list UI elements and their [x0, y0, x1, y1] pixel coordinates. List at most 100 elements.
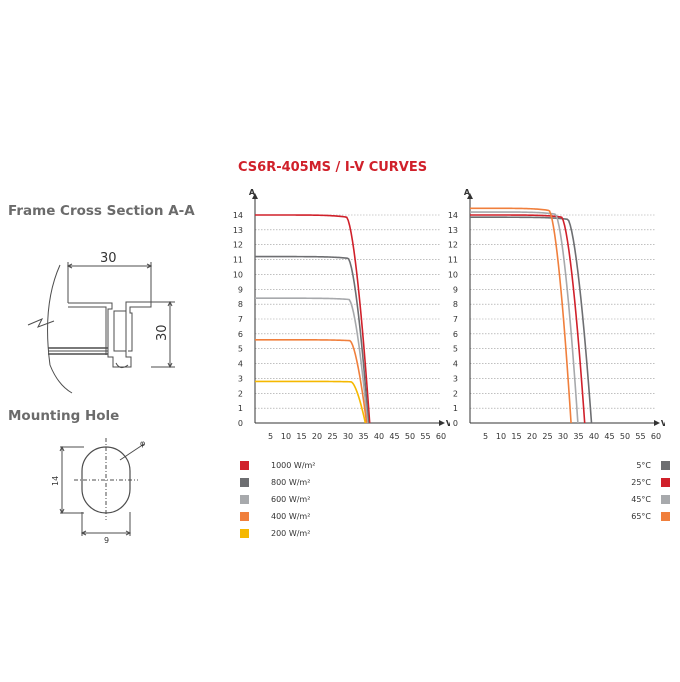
legend-label: 5°C — [636, 461, 651, 470]
legend-label: 1000 W/m² — [271, 461, 316, 470]
legend-item: 25°C — [560, 474, 670, 491]
series-line — [255, 339, 368, 424]
x-tick-label: 25 — [542, 432, 552, 441]
legend-item: 400 W/m² — [240, 508, 360, 525]
series-line — [470, 211, 579, 424]
legend-label: 200 W/m² — [271, 529, 311, 538]
x-tick-label: 15 — [511, 432, 521, 441]
x-tick-label: 55 — [635, 432, 645, 441]
x-tick-label: 55 — [420, 432, 430, 441]
mounting-hole-title: Mounting Hole — [8, 408, 120, 424]
x-axis-arrow — [654, 420, 660, 426]
y-tick-label: 10 — [233, 270, 243, 279]
chart-title: CS6R-405MS / I-V CURVES — [238, 160, 428, 175]
x-axis-label: V — [446, 419, 450, 428]
series-line — [255, 214, 371, 424]
x-axis-arrow — [439, 420, 445, 426]
legend-item: 600 W/m² — [240, 491, 360, 508]
x-tick-label: 5 — [483, 432, 488, 441]
y-tick-label: 2 — [453, 389, 458, 398]
series-line — [255, 380, 367, 424]
y-axis-arrow — [467, 193, 473, 199]
legend-label: 25°C — [631, 478, 651, 487]
legend-temperature: 5°C 25°C 45°C 65°C — [560, 457, 670, 525]
y-axis-arrow — [252, 193, 258, 199]
y-tick-label: 3 — [453, 374, 458, 383]
frame-section-title: Frame Cross Section A-A — [8, 203, 195, 219]
y-tick-label: 5 — [453, 345, 458, 354]
legend-item: 1000 W/m² — [240, 457, 360, 474]
x-axis-label: V — [661, 419, 665, 428]
y-tick-label: 10 — [448, 270, 458, 279]
frame-cross-section-drawing: 30 30 — [27, 251, 175, 394]
legend-swatch — [240, 478, 249, 487]
x-tick-label: 50 — [620, 432, 630, 441]
y-tick-label: 0 — [453, 419, 458, 428]
x-tick-label: 35 — [358, 432, 368, 441]
y-tick-label: 11 — [448, 256, 458, 265]
legend-item: 5°C — [560, 457, 670, 474]
x-tick-label: 60 — [651, 432, 661, 441]
legend-label: 400 W/m² — [271, 512, 311, 521]
x-tick-label: 45 — [389, 432, 399, 441]
y-tick-label: 13 — [448, 226, 458, 235]
x-tick-label: 30 — [343, 432, 353, 441]
series-line — [255, 255, 370, 424]
legend-label: 65°C — [631, 512, 651, 521]
frame-dim-width: 30 — [100, 251, 117, 266]
series-line — [470, 214, 586, 424]
legend-swatch — [240, 512, 249, 521]
legend-irradiance: 1000 W/m² 800 W/m² 600 W/m² 400 W/m² 200 W/m… — [240, 457, 360, 542]
mounting-hole-drawing: φ 14 9 — [51, 438, 145, 544]
y-tick-label: 8 — [453, 300, 458, 309]
y-tick-label: 11 — [233, 256, 243, 265]
x-tick-label: 25 — [327, 432, 337, 441]
x-tick-label: 60 — [436, 432, 446, 441]
y-tick-label: 7 — [453, 315, 458, 324]
y-tick-label: 5 — [238, 345, 243, 354]
series-line — [470, 207, 572, 424]
x-tick-label: 40 — [589, 432, 599, 441]
legend-item: 65°C — [560, 508, 670, 525]
y-tick-label: 0 — [238, 419, 243, 428]
legend-swatch — [661, 495, 670, 504]
y-tick-label: 14 — [448, 211, 458, 220]
legend-item: 45°C — [560, 491, 670, 508]
legend-item: 200 W/m² — [240, 525, 360, 542]
series-line — [470, 216, 593, 424]
y-tick-label: 6 — [453, 330, 458, 339]
y-tick-label: 7 — [238, 315, 243, 324]
y-tick-label: 4 — [453, 360, 458, 369]
legend-swatch — [661, 478, 670, 487]
legend-label: 800 W/m² — [271, 478, 311, 487]
x-tick-label: 30 — [558, 432, 568, 441]
x-tick-label: 20 — [527, 432, 537, 441]
mounting-dim-height: 14 — [51, 476, 60, 486]
legend-label: 600 W/m² — [271, 495, 311, 504]
x-tick-label: 5 — [268, 432, 273, 441]
y-axis-label: A — [464, 188, 471, 197]
y-tick-label: 14 — [233, 211, 243, 220]
y-tick-label: 1 — [238, 404, 243, 413]
mounting-dim-width: 9 — [104, 536, 109, 544]
y-tick-label: 3 — [238, 374, 243, 383]
x-tick-label: 15 — [296, 432, 306, 441]
y-tick-label: 9 — [238, 285, 243, 294]
y-tick-label: 6 — [238, 330, 243, 339]
y-tick-label: 9 — [453, 285, 458, 294]
x-tick-label: 45 — [604, 432, 614, 441]
y-tick-label: 13 — [233, 226, 243, 235]
y-axis-label: A — [249, 188, 256, 197]
y-tick-label: 4 — [238, 360, 243, 369]
x-tick-label: 50 — [405, 432, 415, 441]
x-tick-label: 10 — [496, 432, 506, 441]
y-tick-label: 8 — [238, 300, 243, 309]
y-tick-label: 12 — [448, 241, 458, 250]
legend-swatch — [240, 529, 249, 538]
frame-dim-height: 30 — [155, 324, 170, 341]
series-line — [255, 297, 369, 424]
y-tick-label: 2 — [238, 389, 243, 398]
mounting-dim-diameter: φ — [140, 439, 145, 448]
